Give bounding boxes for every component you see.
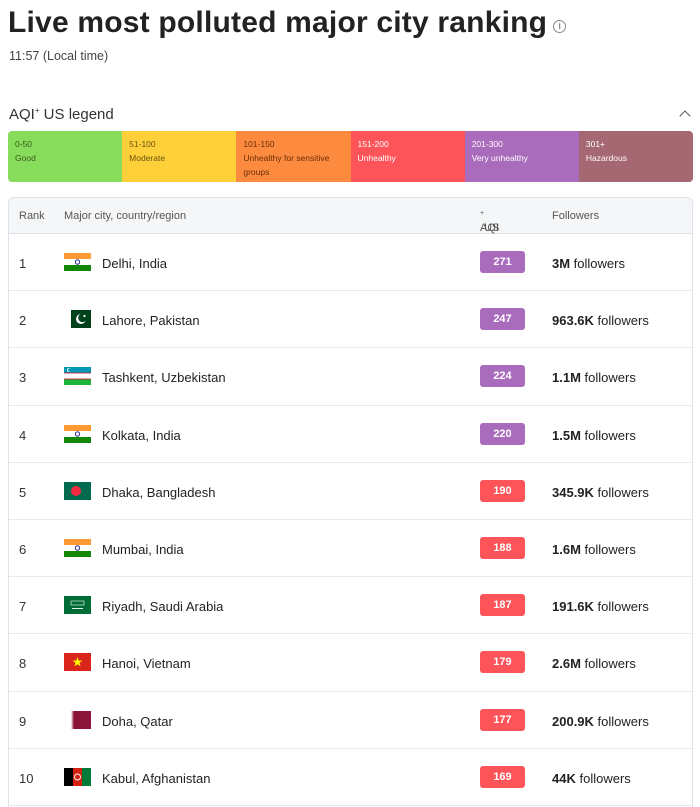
bangladesh-flag-icon	[64, 481, 91, 500]
rank-cell: 1	[19, 256, 27, 271]
followers-cell: 1.1M followers	[552, 370, 636, 386]
table-row[interactable]: 8 Hanoi, Vietnam 179 2.6M followers	[9, 634, 692, 692]
aqi-legend-bar: 0-50 Good 51-100 Moderate 101-150 Unhealthy f…	[8, 131, 693, 182]
legend-range: 151-200	[357, 139, 389, 149]
table-row[interactable]: 6 Mumbai, India 188 1.6M followers	[9, 520, 692, 578]
india-flag-icon	[64, 424, 91, 443]
legend-segment: 0-50 Good	[8, 131, 123, 182]
pakistan-flag-icon	[64, 310, 91, 329]
table-row[interactable]: 10 Kabul, Afghanistan 169 44K followers	[9, 749, 692, 806]
legend-segment: 201-300 Very unhealthy	[464, 131, 579, 182]
qatar-flag-icon	[64, 710, 91, 729]
aqi-badge: 188	[480, 536, 525, 559]
header-rank: Rank	[19, 210, 45, 222]
rank-cell: 3	[19, 370, 27, 386]
table-header: Rank Major city, country/region AQI + US …	[9, 198, 692, 234]
followers-cell: 2.6M followers	[552, 656, 636, 672]
followers-cell: 1.5M followers	[552, 427, 636, 443]
aqi-badge: 220	[480, 422, 525, 445]
followers-cell: 1.6M followers	[552, 541, 636, 557]
city-link[interactable]: Lahore, Pakistan	[102, 313, 200, 329]
rank-cell: 8	[19, 656, 27, 672]
legend-title: AQI+ US legend	[9, 105, 114, 123]
table-body: 1 Delhi, India 271 3M followers 2 Lahore, Pak…	[9, 234, 692, 806]
city-link[interactable]: Doha, Qatar	[102, 713, 173, 729]
aqi-badge: 271	[480, 251, 525, 273]
aqi-badge: 169	[480, 765, 525, 788]
aqi-badge: 247	[480, 308, 525, 331]
followers-cell: 3M followers	[552, 256, 625, 271]
afghanistan-flag-icon	[64, 767, 91, 786]
aqi-badge: 179	[480, 651, 525, 674]
legend-segment: 51-100 Moderate	[122, 131, 237, 182]
legend-label: Unhealthy	[357, 153, 396, 163]
legend-range: 51-100	[129, 139, 156, 149]
uzbekistan-flag-icon	[64, 367, 91, 386]
saudi-arabia-flag-icon	[64, 596, 91, 615]
city-link[interactable]: Hanoi, Vietnam	[102, 656, 191, 672]
table-row[interactable]: 9 Doha, Qatar 177 200.9K followers	[9, 692, 692, 749]
legend-label: Good	[15, 153, 36, 163]
india-flag-icon	[64, 538, 91, 557]
legend-label: Unhealthy for sensitive groups	[243, 153, 330, 177]
rank-cell: 7	[19, 599, 27, 615]
aqi-badge: 187	[480, 594, 525, 617]
ranking-table: Rank Major city, country/region AQI + US …	[8, 197, 693, 807]
legend-segment: 101-150 Unhealthy for sensitive groups	[236, 131, 351, 182]
table-row[interactable]: 1 Delhi, India 271 3M followers	[9, 234, 692, 292]
table-row[interactable]: 2 Lahore, Pakistan 247 963.6K followers	[9, 291, 692, 349]
legend-range: 101-150	[243, 139, 275, 149]
followers-cell: 963.6K followers	[552, 313, 649, 329]
followers-cell: 191.6K followers	[552, 599, 649, 615]
rank-cell: 5	[19, 484, 27, 500]
legend-label: Moderate	[129, 153, 166, 163]
rank-cell: 6	[19, 541, 27, 557]
legend-header[interactable]: AQI+ US legend	[9, 105, 691, 123]
legend-range: 301+	[585, 139, 606, 149]
legend-label: Very unhealthy	[471, 153, 528, 163]
table-row[interactable]: 3 Tashkent, Uzbekistan 224 1.1M followers	[9, 348, 692, 406]
rank-cell: 2	[19, 313, 27, 329]
rank-cell: 10	[19, 770, 34, 786]
chevron-up-icon[interactable]	[679, 108, 691, 120]
rank-cell: 9	[19, 713, 27, 729]
aqi-badge: 224	[480, 365, 525, 388]
city-link[interactable]: Tashkent, Uzbekistan	[102, 370, 226, 386]
local-time: 11:57 (Local time)	[9, 49, 109, 63]
aqi-badge: 190	[480, 479, 525, 502]
aqi-badge: 177	[480, 708, 525, 731]
city-link[interactable]: Dhaka, Bangladesh	[102, 484, 216, 500]
city-link[interactable]: Riyadh, Saudi Arabia	[102, 599, 224, 615]
legend-range: 201-300	[471, 139, 503, 149]
table-row[interactable]: 7 Riyadh, Saudi Arabia 187 191.6K followers	[9, 577, 692, 635]
india-flag-icon	[64, 253, 91, 271]
header-followers: Followers	[552, 210, 600, 222]
city-link[interactable]: Kabul, Afghanistan	[102, 770, 211, 786]
info-icon[interactable]: i	[553, 19, 567, 33]
legend-label: Hazardous	[585, 153, 627, 163]
city-link[interactable]: Delhi, India	[102, 256, 168, 271]
followers-cell: 44K followers	[552, 770, 631, 786]
table-row[interactable]: 4 Kolkata, India 220 1.5M followers	[9, 406, 692, 463]
city-link[interactable]: Mumbai, India	[102, 541, 184, 557]
rank-cell: 4	[19, 427, 27, 443]
table-row[interactable]: 5 Dhaka, Bangladesh 190 345.9K followers	[9, 463, 692, 520]
followers-cell: 200.9K followers	[552, 713, 649, 729]
header-city: Major city, country/region	[64, 210, 187, 222]
city-link[interactable]: Kolkata, India	[102, 427, 181, 443]
legend-range: 0-50	[15, 139, 33, 149]
header-aqi: AQI + US	[480, 210, 500, 234]
page-title: Live most polluted major city ranking i	[8, 6, 567, 40]
followers-cell: 345.9K followers	[552, 484, 649, 500]
legend-segment: 151-200 Unhealthy	[350, 131, 465, 182]
vietnam-flag-icon	[64, 653, 91, 672]
legend-segment: 301+ Hazardous	[578, 131, 693, 182]
page-title-text: Live most polluted major city ranking	[8, 6, 548, 39]
